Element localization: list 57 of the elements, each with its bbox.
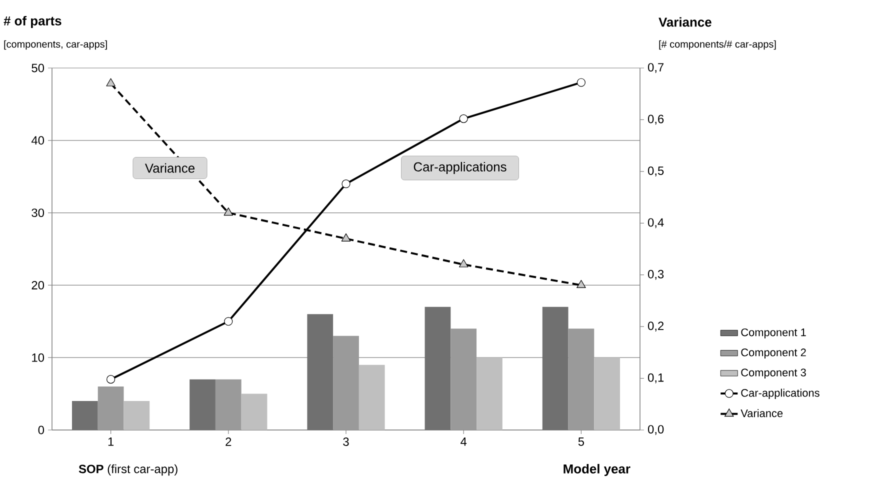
x-tick-label: 3 bbox=[343, 438, 349, 446]
bar bbox=[124, 401, 150, 430]
legend-label: Component 1 bbox=[741, 328, 806, 338]
bar bbox=[98, 386, 124, 430]
x-tick-label: 4 bbox=[460, 438, 467, 446]
bar bbox=[307, 314, 334, 430]
x-tick-label: 5 bbox=[578, 438, 584, 446]
x-axis-title: Model year bbox=[564, 464, 630, 476]
bar bbox=[476, 358, 502, 430]
legend-label: Component 3 bbox=[741, 368, 806, 379]
bar bbox=[190, 379, 216, 430]
text: SOP (first car-app) bbox=[78, 464, 178, 476]
y2-tick-label: 0,0 bbox=[648, 425, 664, 435]
legend-label: Car-applications bbox=[741, 388, 820, 399]
y2-tick-label: 0,3 bbox=[648, 270, 664, 280]
text: [# components/# car-apps] bbox=[659, 40, 776, 50]
bar bbox=[450, 328, 477, 430]
bar bbox=[241, 394, 268, 430]
bar bbox=[215, 379, 242, 430]
y-tick-label: 10 bbox=[32, 353, 44, 362]
y2-tick-label: 0,2 bbox=[648, 322, 664, 332]
point bbox=[459, 114, 468, 123]
point bbox=[576, 280, 586, 288]
y-tick-label: 50 bbox=[32, 64, 44, 72]
bar bbox=[358, 364, 385, 430]
annotation: Car-applications bbox=[414, 162, 506, 174]
legend-label: Component 2 bbox=[741, 348, 806, 358]
bar bbox=[568, 328, 594, 430]
y2-tick-label: 0,7 bbox=[648, 63, 664, 73]
point bbox=[106, 375, 116, 384]
y-tick-label: 30 bbox=[32, 208, 44, 218]
y2-tick-label: 0,4 bbox=[648, 218, 664, 228]
point bbox=[576, 78, 586, 87]
bar bbox=[424, 306, 451, 430]
bar bbox=[542, 306, 568, 430]
y2-tick-label: 0,1 bbox=[648, 373, 664, 384]
y2-tick-label: 0,6 bbox=[648, 114, 664, 125]
bar bbox=[333, 336, 359, 430]
point bbox=[106, 78, 116, 86]
bar bbox=[594, 358, 620, 430]
x-tick-label: 1 bbox=[108, 438, 114, 446]
y2-tick-label: 0,5 bbox=[648, 166, 664, 176]
legend-label: Variance bbox=[740, 409, 783, 418]
point bbox=[224, 208, 234, 216]
y-axis-title: # of parts bbox=[4, 16, 62, 28]
annotation: Variance bbox=[144, 163, 194, 173]
y-tick-label: 40 bbox=[31, 136, 44, 145]
x-tick-label: 2 bbox=[226, 438, 232, 446]
point bbox=[341, 233, 351, 242]
bar bbox=[72, 401, 98, 430]
text: [components, car-apps] bbox=[4, 40, 107, 50]
point bbox=[458, 259, 468, 268]
y2-axis-title: Variance bbox=[658, 17, 712, 27]
y-tick-label: 0 bbox=[38, 426, 44, 434]
point bbox=[342, 180, 350, 188]
point bbox=[224, 317, 233, 326]
y-tick-label: 20 bbox=[32, 280, 44, 290]
